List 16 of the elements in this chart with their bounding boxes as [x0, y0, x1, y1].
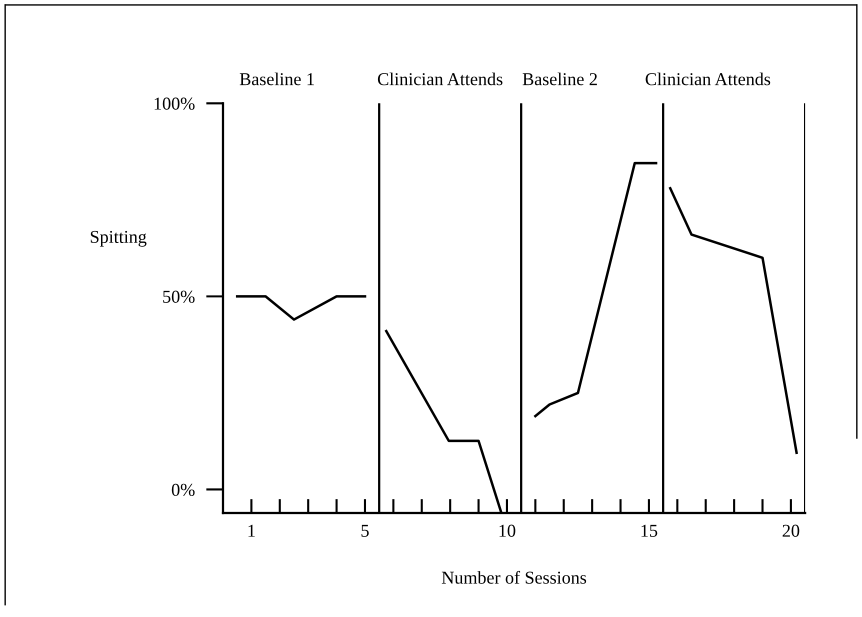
line-series	[668, 187, 798, 454]
text: Baseline 2	[522, 72, 597, 86]
x-tick-label: 20	[782, 524, 800, 537]
y-axis-title: Spitting	[90, 230, 146, 247]
line-series	[534, 162, 658, 418]
x-tick-label: 1	[248, 524, 255, 537]
x-tick-label: 5	[362, 524, 369, 537]
y-tick-label: 100%	[154, 98, 195, 110]
y-tick-label: 50%	[163, 290, 195, 303]
x-tick-label: 15	[641, 524, 658, 537]
text: Baseline 1	[240, 72, 314, 86]
text: Clinician Attends	[378, 72, 502, 86]
x-axis-title: Number of Sessions	[442, 570, 586, 584]
text: Clinician Attends	[646, 72, 770, 86]
x-tick-label: 10	[500, 524, 516, 537]
y-tick-label: 0%	[172, 484, 195, 496]
